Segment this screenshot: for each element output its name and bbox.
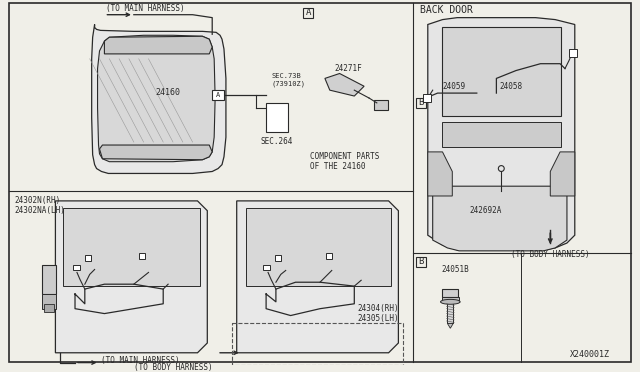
Bar — [85, 255, 91, 261]
Polygon shape — [447, 323, 453, 328]
Bar — [447, 302, 453, 323]
Polygon shape — [92, 25, 226, 173]
Bar — [416, 98, 426, 108]
Bar — [212, 90, 224, 100]
Text: (TO BODY HARNESS): (TO BODY HARNESS) — [511, 250, 589, 259]
Polygon shape — [550, 152, 575, 196]
Text: X240001Z: X240001Z — [570, 350, 610, 359]
Bar — [442, 297, 459, 302]
Polygon shape — [104, 36, 212, 54]
Bar — [63, 208, 200, 286]
Polygon shape — [237, 201, 398, 353]
Polygon shape — [325, 74, 364, 96]
Text: (TO MAIN HARNESS): (TO MAIN HARNESS) — [102, 356, 180, 365]
Bar — [442, 289, 458, 297]
Text: 24302N(RH): 24302N(RH) — [14, 196, 61, 205]
Text: 24271F: 24271F — [335, 64, 362, 73]
Text: SEC.73B
(73910Z): SEC.73B (73910Z) — [271, 74, 305, 87]
Text: (TO BODY HARNESS): (TO BODY HARNESS) — [134, 363, 212, 372]
Bar — [232, 323, 403, 365]
Polygon shape — [428, 17, 575, 250]
Bar — [423, 94, 431, 102]
Bar — [374, 100, 388, 110]
Text: 24304(RH)
24305(LH): 24304(RH) 24305(LH) — [357, 304, 399, 323]
Text: 24302NA(LH): 24302NA(LH) — [14, 206, 65, 215]
Bar — [42, 264, 56, 294]
Bar — [73, 264, 80, 270]
Bar — [416, 257, 426, 267]
Bar — [266, 103, 287, 132]
Text: B: B — [419, 257, 424, 266]
Bar — [569, 49, 577, 57]
Bar — [139, 253, 145, 259]
Text: SEC.264: SEC.264 — [260, 137, 293, 146]
Bar — [263, 264, 270, 270]
Bar — [442, 122, 561, 147]
Bar — [303, 8, 313, 17]
Text: 24051B: 24051B — [442, 264, 469, 273]
Bar — [442, 28, 561, 116]
Text: COMPONENT PARTS
OF THE 24160: COMPONENT PARTS OF THE 24160 — [310, 152, 380, 171]
Text: A: A — [216, 92, 220, 98]
Ellipse shape — [440, 299, 460, 304]
Bar — [275, 255, 281, 261]
Polygon shape — [99, 145, 212, 160]
Text: (TO MAIN HARNESS): (TO MAIN HARNESS) — [106, 4, 185, 13]
Text: 242692A: 242692A — [469, 206, 501, 215]
Text: 24058: 24058 — [499, 82, 522, 91]
Bar — [42, 294, 56, 309]
Polygon shape — [97, 35, 215, 162]
Text: 24160: 24160 — [156, 88, 180, 97]
Polygon shape — [428, 152, 452, 196]
Polygon shape — [56, 201, 207, 353]
Text: 24059: 24059 — [442, 82, 466, 91]
Bar — [44, 304, 54, 312]
Text: B: B — [419, 99, 424, 108]
Text: A: A — [305, 8, 311, 17]
Bar — [246, 208, 390, 286]
Text: BACK DOOR: BACK DOOR — [420, 5, 473, 15]
Polygon shape — [433, 186, 567, 251]
Bar — [326, 253, 332, 259]
